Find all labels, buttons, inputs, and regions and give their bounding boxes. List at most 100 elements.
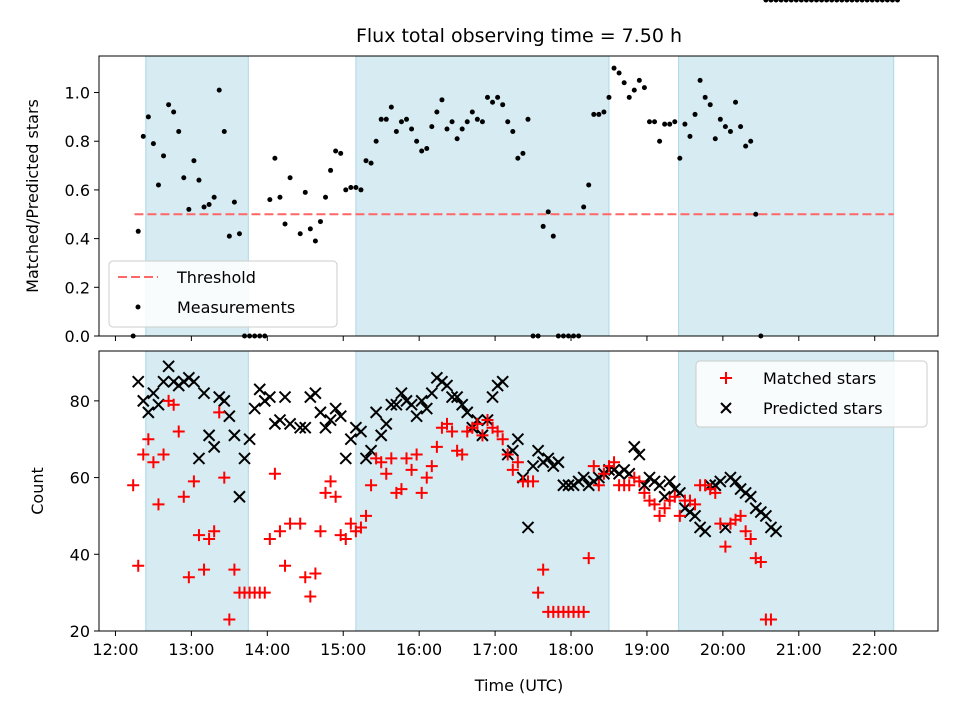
measurement-point (733, 99, 739, 105)
matched-star-marker (324, 475, 337, 488)
measurement-point (140, 133, 146, 139)
measurement-point (439, 97, 445, 103)
x-tick-label: 13:00 (168, 640, 214, 659)
measurement-point (652, 119, 658, 125)
matched-star-marker (587, 460, 600, 473)
predicted-star-marker (653, 479, 666, 492)
measurement-point (277, 194, 283, 200)
measurement-point (307, 226, 313, 232)
measurement-point (692, 111, 698, 117)
matched-star-marker (223, 613, 236, 626)
measurement-point (641, 85, 647, 91)
measurement-point (201, 204, 207, 210)
predicted-star-marker (445, 390, 459, 404)
predicted-star-marker (461, 406, 474, 419)
measurement-point (687, 133, 693, 139)
measurement-point (221, 128, 227, 134)
legend-matched-label: Matched stars (763, 369, 876, 388)
predicted-star-marker (152, 398, 165, 411)
predicted-star-marker (354, 425, 368, 438)
matched-star-marker (420, 471, 433, 484)
measurement-point (545, 209, 551, 215)
measurement-point (803, 0, 809, 3)
matched-star-marker (142, 433, 155, 446)
matched-star-marker (218, 471, 231, 484)
predicted-star-marker (157, 375, 170, 388)
measurement-point (454, 136, 460, 142)
measurement-point (484, 94, 490, 100)
measurement-point (525, 116, 531, 122)
measurement-point (181, 175, 187, 181)
measurement-point (682, 121, 688, 127)
predicted-star-marker (759, 509, 773, 523)
bottom-plot-frame (98, 350, 939, 632)
matched-star-marker (648, 498, 661, 511)
predicted-star-marker (202, 429, 216, 442)
matched-star-marker (425, 460, 438, 473)
measurement-point (145, 114, 151, 120)
matched-star-marker (344, 517, 357, 530)
measurement-point (895, 0, 901, 3)
predicted-star-marker (238, 452, 251, 465)
matched-star-marker (633, 475, 646, 488)
measurement-point (677, 155, 683, 161)
matched-star-marker (623, 479, 636, 492)
shaded-window (355, 350, 610, 632)
measurement-point (712, 136, 718, 142)
matched-star-marker (597, 467, 610, 480)
measurement-point (657, 138, 663, 144)
matched-star-marker (527, 475, 540, 488)
predicted-star-marker (233, 490, 246, 503)
measurement-point (515, 155, 521, 161)
top-x-ticks (114, 336, 876, 341)
matched-star-marker (177, 490, 190, 503)
measurement-point (793, 0, 799, 3)
predicted-star-marker (334, 409, 347, 423)
measurement-point (773, 0, 779, 3)
matched-star-marker (410, 448, 423, 461)
measurement-point (155, 182, 161, 188)
y-tick-label: 1.0 (65, 84, 90, 103)
predicted-star-marker (197, 386, 211, 400)
x-tick-label: 12:00 (92, 640, 138, 659)
matched-star-marker (157, 448, 170, 461)
legend-predicted-label: Predicted stars (763, 399, 883, 418)
measurement-point (520, 150, 526, 156)
top-plot-frame (98, 55, 939, 337)
measurement-point (662, 121, 668, 127)
x-tick-label: 18:00 (548, 640, 594, 659)
measurement-point (287, 175, 293, 181)
measurement-point (328, 167, 334, 173)
matched-star-marker (132, 559, 145, 572)
measurement-point (414, 138, 420, 144)
measurement-point (763, 0, 769, 3)
measurement-point (540, 223, 546, 229)
measurement-point (474, 116, 480, 122)
predicted-star-marker (663, 475, 676, 488)
measurement-point (464, 119, 470, 125)
measurement-point (550, 233, 556, 239)
bottom-y-axis-label: Count (28, 467, 47, 515)
matched-star-marker (592, 479, 605, 492)
measurement-point (419, 148, 425, 154)
measurement-point (672, 119, 678, 125)
matched-star-marker (213, 406, 226, 419)
measurement-point (778, 0, 784, 3)
predicted-star-marker (450, 390, 464, 404)
matched-star-marker (400, 452, 413, 465)
measurement-point (388, 104, 394, 110)
measurement-point (586, 182, 592, 188)
predicted-star-marker (511, 433, 525, 446)
measurement-point (495, 94, 501, 100)
bottom-legend-box (695, 360, 928, 428)
matched-star-marker (532, 586, 545, 599)
matched-star-marker (339, 532, 352, 545)
matched-star-marker (744, 532, 757, 545)
shaded-window (355, 55, 610, 337)
bottom-x-axis: 12:00 13:00 14:00 15:00 16:00 17:00 18:00 19:00… (92, 631, 898, 659)
predicted-star-marker (207, 440, 221, 454)
matched-star-marker (405, 463, 418, 476)
matched-stars-points (127, 395, 777, 626)
